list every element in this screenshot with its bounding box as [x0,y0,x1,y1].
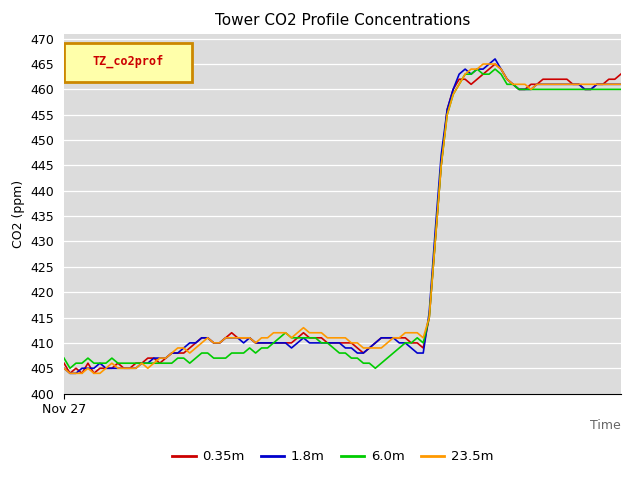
1.8m [401,340,409,346]
0.35m [492,61,499,67]
6.0m [617,86,625,92]
1.8m [282,340,289,346]
Title: Tower CO2 Profile Concentrations: Tower CO2 Profile Concentrations [214,13,470,28]
1.8m [492,56,499,62]
1.8m [66,371,74,376]
23.5m [401,330,409,336]
0.35m [210,340,218,346]
0.35m [401,335,409,341]
23.5m [617,82,625,87]
1.8m [60,365,68,371]
Text: TZ_co2prof: TZ_co2prof [92,55,164,68]
6.0m [492,66,499,72]
6.0m [401,340,409,346]
6.0m [66,365,74,371]
23.5m [60,365,68,371]
Legend: 0.35m, 1.8m, 6.0m, 23.5m: 0.35m, 1.8m, 6.0m, 23.5m [167,445,499,468]
23.5m [479,61,487,67]
23.5m [66,371,74,376]
Y-axis label: CO2 (ppm): CO2 (ppm) [12,180,25,248]
Line: 6.0m: 6.0m [64,69,621,368]
Line: 23.5m: 23.5m [64,64,621,373]
6.0m [60,355,68,361]
0.35m [282,340,289,346]
23.5m [210,340,218,346]
FancyBboxPatch shape [64,43,192,82]
1.8m [485,61,493,67]
0.35m [66,371,74,376]
1.8m [300,335,307,341]
0.35m [485,66,493,72]
Text: Time: Time [590,419,621,432]
6.0m [300,335,307,341]
1.8m [162,355,170,361]
0.35m [300,330,307,336]
6.0m [210,355,218,361]
1.8m [617,82,625,87]
0.35m [60,360,68,366]
6.0m [473,66,481,72]
6.0m [162,360,170,366]
23.5m [492,61,499,67]
6.0m [282,330,289,336]
Line: 0.35m: 0.35m [64,64,621,373]
23.5m [162,355,170,361]
23.5m [300,325,307,331]
23.5m [282,330,289,336]
1.8m [210,340,218,346]
0.35m [617,72,625,77]
Line: 1.8m: 1.8m [64,59,621,373]
0.35m [162,355,170,361]
